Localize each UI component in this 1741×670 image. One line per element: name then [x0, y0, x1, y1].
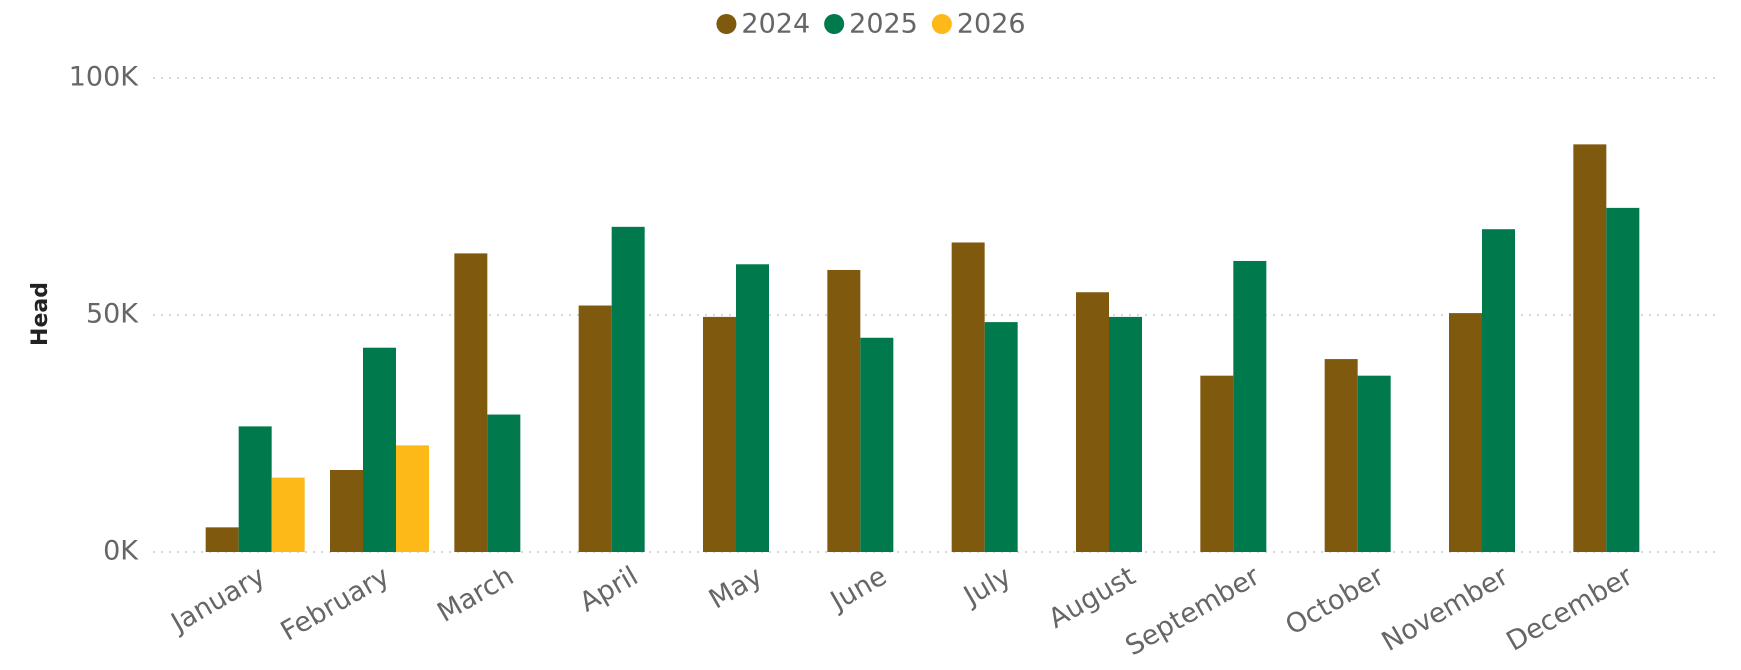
bar	[454, 253, 488, 552]
y-tick-label: 50K	[86, 299, 139, 330]
x-tick-label: July	[957, 561, 1016, 613]
x-tick-label: June	[824, 561, 892, 618]
bar	[1357, 375, 1391, 552]
bar	[611, 226, 645, 552]
x-tick-label: November	[1377, 560, 1515, 658]
bar	[984, 322, 1018, 552]
x-tick-label: May	[704, 561, 768, 616]
bar	[1573, 144, 1607, 553]
x-tick-label: March	[432, 561, 519, 629]
y-tick-label: 0K	[103, 536, 139, 567]
x-tick-label: January	[165, 561, 271, 640]
bar	[363, 347, 396, 552]
legend-marker	[716, 14, 737, 34]
bar	[827, 269, 861, 552]
legend-label: 2026	[957, 9, 1026, 40]
bar	[1200, 375, 1234, 552]
bar	[1076, 292, 1109, 552]
legend-marker	[931, 14, 952, 34]
bar	[1482, 229, 1515, 552]
bar	[1233, 260, 1267, 552]
bar	[703, 316, 736, 552]
bar	[205, 527, 239, 552]
x-tick-label: September	[1120, 560, 1266, 662]
bar	[860, 337, 894, 552]
bar	[1449, 313, 1482, 552]
x-tick-label: April	[574, 561, 643, 619]
bar	[487, 414, 521, 552]
x-tick-label: August	[1043, 561, 1140, 635]
x-tick-label: December	[1501, 560, 1639, 657]
legend-marker	[824, 14, 845, 34]
legend: 2024 2025 2026	[716, 9, 1026, 40]
bar	[396, 445, 429, 552]
bar	[736, 264, 769, 552]
legend-label: 2025	[849, 9, 918, 40]
x-tick-label: October	[1280, 560, 1390, 641]
x-tick-label: February	[276, 561, 395, 648]
y-tick-label: 100K	[69, 62, 140, 93]
bar	[330, 469, 363, 552]
y-axis-label: Head	[28, 282, 53, 346]
bar	[578, 305, 612, 552]
bar	[1109, 316, 1142, 552]
legend-label: 2024	[741, 9, 810, 40]
bar	[951, 242, 985, 552]
bar	[271, 477, 305, 552]
bar	[238, 426, 272, 552]
bar	[1324, 359, 1358, 552]
bar	[1606, 207, 1640, 552]
